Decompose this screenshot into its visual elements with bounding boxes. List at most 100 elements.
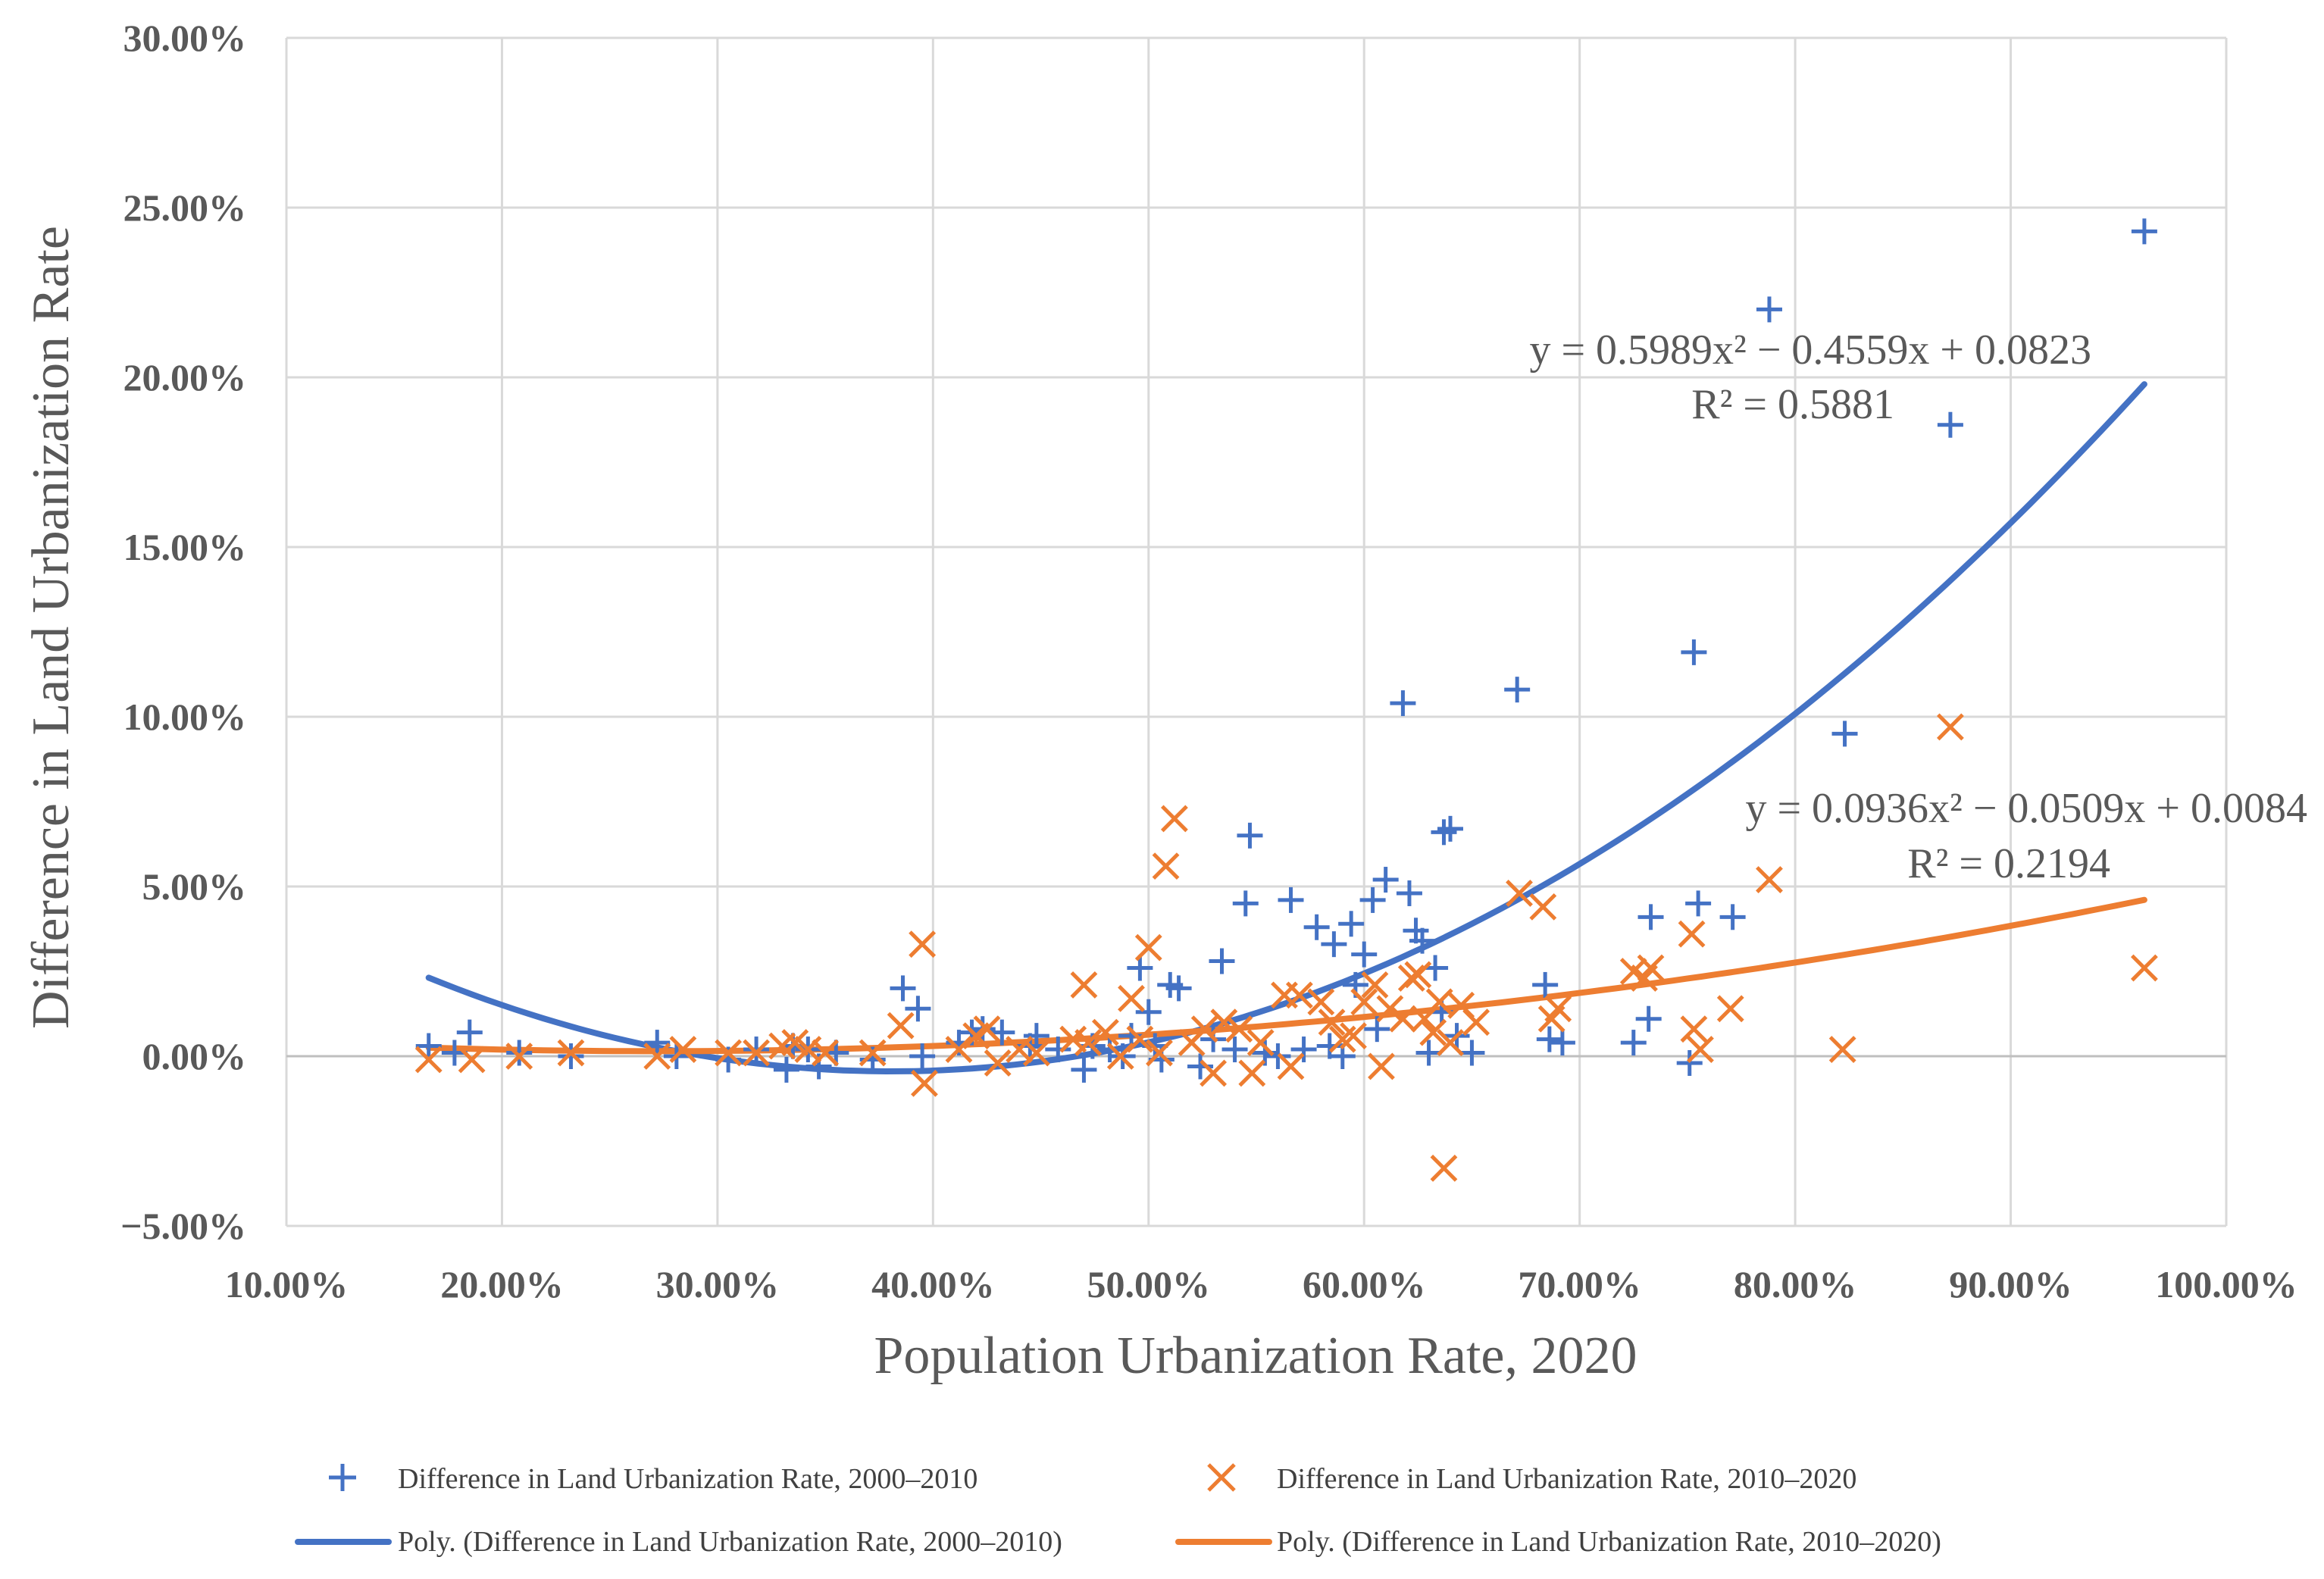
- trend-equation-2000-2010: y = 0.5989x² − 0.4559x + 0.0823: [1529, 327, 2091, 374]
- x-tick-label: 80.00%: [1734, 1263, 1857, 1305]
- trend-r2-2010-2020: R² = 0.2194: [1907, 840, 2110, 887]
- point-2000-2010: [1415, 1040, 1442, 1066]
- trend-equation-2010-2020: y = 0.0936x² − 0.0509x + 0.0084: [1745, 785, 2307, 832]
- y-tick-label: 5.00%: [142, 865, 247, 908]
- point-2000-2010: [1252, 1040, 1278, 1066]
- point-2010-2020: [1678, 920, 1706, 948]
- point-2010-2020: [1936, 713, 1964, 741]
- y-tick-label: 15.00%: [124, 526, 247, 568]
- point-2010-2020: [887, 1011, 915, 1040]
- point-2000-2010: [1237, 822, 1263, 849]
- point-2010-2020: [1238, 1059, 1266, 1087]
- point-2010-2020: [1146, 1039, 1173, 1067]
- point-2000-2010: [1681, 639, 1707, 665]
- point-2010-2020: [1152, 852, 1180, 880]
- point-2010-2020: [1022, 1039, 1050, 1067]
- y-tick-label: 20.00%: [124, 356, 247, 399]
- point-2000-2010: [909, 1043, 936, 1069]
- legend: Difference in Land Urbanization Rate, 20…: [295, 1463, 1941, 1558]
- tick-labels: 10.00% 20.00% 30.00% 40.00% 50.00% 60.00% 70.0…: [120, 17, 2297, 1305]
- point-2010-2020: [909, 930, 937, 958]
- point-2010-2020: [557, 1039, 585, 1067]
- point-2000-2010: [890, 975, 916, 1002]
- point-2000-2010: [905, 996, 931, 1022]
- point-2010-2020: [1430, 1154, 1458, 1182]
- point-2000-2010: [1265, 1043, 1291, 1069]
- legend-label-2000-2010: Difference in Land Urbanization Rate, 20…: [398, 1463, 977, 1495]
- x-tick-label: 40.00%: [871, 1263, 995, 1305]
- point-2010-2020: [1118, 984, 1145, 1012]
- point-2010-2020: [859, 1039, 887, 1067]
- legend-label-poly-2000-2010: Poly. (Difference in Land Urbanization R…: [398, 1526, 1062, 1558]
- point-2010-2020: [743, 1039, 771, 1067]
- point-2010-2020: [1318, 1008, 1346, 1037]
- x-axis-title: Population Urbanization Rate, 2020: [874, 1327, 1637, 1385]
- legend-label-poly-2010-2020: Poly. (Difference in Land Urbanization R…: [1277, 1526, 1941, 1558]
- point-2000-2010: [1719, 904, 1746, 930]
- point-2000-2010: [1431, 819, 1457, 846]
- point-2000-2010: [1390, 690, 1416, 717]
- point-2010-2020: [1529, 893, 1557, 921]
- point-2010-2020: [458, 1046, 486, 1074]
- point-2000-2010: [1278, 886, 1304, 913]
- x-tick-label: 20.00%: [440, 1263, 564, 1305]
- point-2010-2020: [1419, 1018, 1447, 1046]
- point-2010-2020: [984, 1049, 1012, 1077]
- point-2010-2020: [1126, 1025, 1154, 1053]
- point-2010-2020: [1070, 971, 1098, 999]
- data-points: [414, 218, 2158, 1182]
- point-2000-2010: [1676, 1049, 1703, 1076]
- point-2000-2010: [1359, 886, 1386, 913]
- point-2010-2020: [1200, 1059, 1228, 1087]
- point-2010-2020: [1340, 1022, 1367, 1050]
- point-2000-2010: [1437, 815, 1463, 842]
- y-tick-label: 0.00%: [142, 1035, 247, 1077]
- point-2010-2020: [1425, 988, 1453, 1016]
- point-2000-2010: [1756, 296, 1782, 323]
- point-2010-2020: [1210, 1008, 1238, 1037]
- point-2000-2010: [1459, 1040, 1485, 1066]
- trendline-2000-2010: [425, 381, 2147, 1074]
- trendlines: [425, 381, 2147, 1074]
- point-2010-2020: [1404, 961, 1432, 989]
- legend-marker-plus: [329, 1464, 356, 1491]
- point-2010-2020: [973, 1015, 1001, 1043]
- trend-r2-2000-2010: R² = 0.5881: [1691, 381, 1894, 428]
- point-2010-2020: [1361, 971, 1389, 999]
- point-2000-2010: [1685, 890, 1712, 917]
- point-2000-2010: [415, 1033, 442, 1059]
- point-2010-2020: [1160, 805, 1188, 833]
- point-2010-2020: [1716, 995, 1744, 1023]
- point-2000-2010: [1045, 1037, 1071, 1063]
- point-2010-2020: [1246, 1029, 1275, 1056]
- point-2000-2010: [1071, 1056, 1097, 1083]
- point-2000-2010: [558, 1043, 584, 1069]
- y-tick-label: −5.00%: [120, 1205, 246, 1247]
- point-2000-2010: [773, 1056, 799, 1083]
- y-tick-label: 25.00%: [124, 186, 247, 229]
- x-tick-label: 70.00%: [1518, 1263, 1641, 1305]
- point-2010-2020: [643, 1043, 671, 1070]
- point-2000-2010: [743, 1037, 770, 1063]
- point-2010-2020: [1190, 1015, 1218, 1043]
- point-2010-2020: [1397, 965, 1425, 992]
- point-2000-2010: [2131, 218, 2157, 245]
- point-2000-2010: [456, 1019, 483, 1046]
- point-2010-2020: [1462, 1008, 1490, 1037]
- point-2000-2010: [506, 1040, 533, 1066]
- point-2010-2020: [669, 1036, 697, 1063]
- point-2010-2020: [1437, 1029, 1464, 1056]
- point-2000-2010: [1209, 948, 1235, 974]
- point-2010-2020: [1637, 954, 1665, 982]
- x-tick-label: 90.00%: [1949, 1263, 2072, 1305]
- point-2000-2010: [1232, 890, 1259, 917]
- point-2000-2010: [1635, 1005, 1662, 1032]
- point-2000-2010: [1364, 1016, 1390, 1043]
- point-2010-2020: [945, 1036, 973, 1063]
- y-tick-label: 30.00%: [124, 17, 247, 59]
- point-2010-2020: [1074, 1029, 1103, 1056]
- point-2000-2010: [1165, 975, 1192, 1002]
- point-2010-2020: [715, 1039, 743, 1067]
- trendline-2010-2020: [425, 896, 2147, 1055]
- point-2000-2010: [1409, 927, 1436, 954]
